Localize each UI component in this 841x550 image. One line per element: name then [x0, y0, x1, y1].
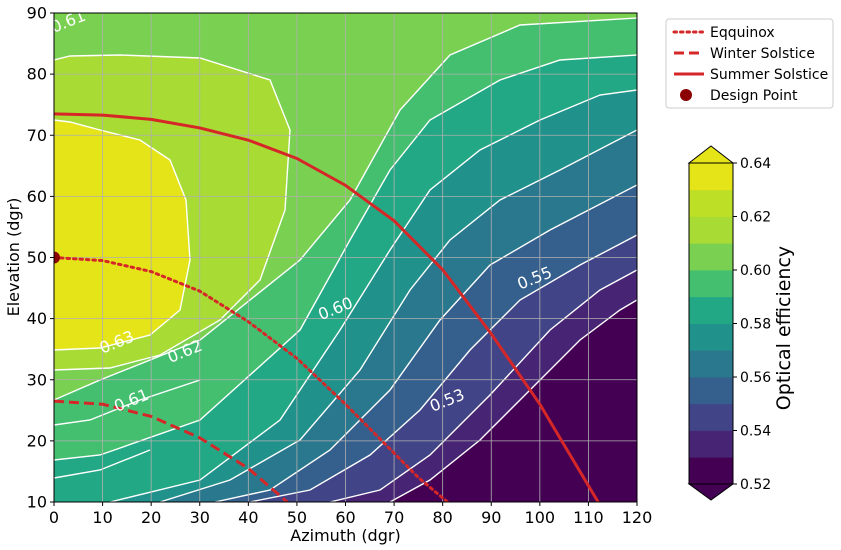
band-0.52-0.54	[390, 300, 637, 502]
series-winter-solstice-line	[54, 399, 289, 502]
y-tick-label: 40	[27, 309, 47, 328]
grid	[54, 13, 637, 502]
x-axis-label: Azimuth (dgr)	[290, 526, 400, 545]
colorbar-segment	[689, 377, 733, 405]
x-tick-label: 60	[335, 508, 355, 527]
x-tick-label: 100	[525, 508, 556, 527]
legend: Eqquinox Winter Solstice Summer Solstice De…	[665, 18, 834, 109]
legend-label: Eqquinox	[710, 25, 775, 41]
y-tick-label: 80	[27, 65, 47, 84]
y-tick-label: 20	[27, 431, 47, 450]
x-tick-label: 40	[238, 508, 258, 527]
colorbar-tick-label: 0.54	[740, 424, 771, 440]
y-tick-label: 70	[27, 126, 47, 145]
legend-box	[665, 18, 834, 109]
contour-lines	[54, 17, 637, 502]
y-tick-label: 60	[27, 187, 47, 206]
colorbar-tick-label: 0.56	[740, 370, 771, 386]
colorbar-segment	[689, 243, 733, 271]
x-tick-label: 90	[481, 508, 501, 527]
x-tick-label: 110	[573, 508, 604, 527]
legend-marker	[680, 89, 692, 101]
colorbar-segment	[689, 163, 733, 191]
x-tick-label: 70	[384, 508, 404, 527]
plot-area: 0.610.63 0.620.610.600.550.53	[54, 13, 637, 502]
colorbar-segment	[689, 350, 733, 378]
x-tick-label: 50	[287, 508, 307, 527]
colorbar-extend-bottom	[687, 483, 735, 501]
x-tick-label: 120	[622, 508, 653, 527]
colorbar-tick-label: 0.64	[740, 156, 771, 172]
colorbar-tick-label: 0.52	[740, 477, 771, 493]
legend-label: Summer Solstice	[710, 67, 828, 83]
colorbar-segment	[689, 430, 733, 458]
series-summer-solstice-line	[54, 112, 600, 502]
y-axis-label: Elevation (dgr)	[4, 198, 23, 317]
design-point-marker	[54, 251, 60, 264]
legend-label: Winter Solstice	[710, 46, 815, 62]
x-tick-label: 30	[190, 508, 210, 527]
colorbar-tick-label: 0.60	[740, 263, 771, 279]
colorbar-segment	[689, 403, 733, 431]
colorbar-extend-top	[687, 145, 735, 164]
colorbar-tick-label: 0.62	[740, 210, 771, 226]
colorbar-segment	[689, 296, 733, 324]
y-tick-label: 30	[27, 370, 47, 389]
colorbar-segment	[689, 270, 733, 298]
series-eqquinox-line	[54, 256, 450, 502]
colorbar-label: Optical efficiency	[773, 246, 795, 410]
colorbar-tick-label: 0.58	[740, 317, 771, 333]
colorbar-segment	[689, 189, 733, 217]
y-tick-label: 50	[27, 248, 47, 267]
colorbar-segment	[689, 323, 733, 351]
colorbar-segment	[689, 216, 733, 244]
legend-label: Design Point	[710, 88, 798, 104]
band-0.63-0.64	[54, 120, 190, 350]
colorbar: 0.52 0.54 0.56 0.58 0.60 0.62 0.64	[687, 145, 771, 501]
colorbar-segment	[689, 457, 733, 485]
y-tick-label: 10	[27, 493, 47, 512]
x-tick-label: 80	[432, 508, 452, 527]
x-tick-label: 10	[92, 508, 112, 527]
series-layer	[54, 112, 600, 502]
y-axis: 10 20 30 40 50 60 70 80 90	[27, 4, 54, 512]
x-tick-label: 0	[49, 508, 59, 527]
y-tick-label: 90	[27, 4, 47, 23]
x-tick-label: 20	[141, 508, 161, 527]
x-axis: 0 10 20 30 40 50 60 70 80 90 100 110 120	[49, 502, 652, 527]
